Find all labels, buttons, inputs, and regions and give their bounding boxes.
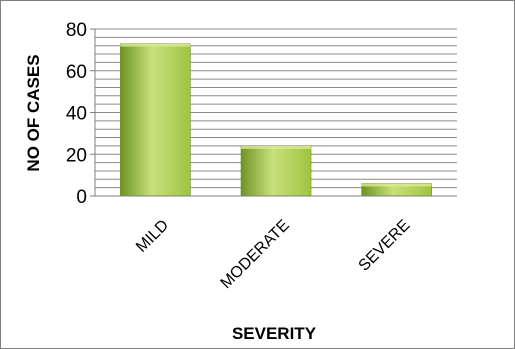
- y-tick-label: 0: [76, 187, 87, 208]
- bar-mild: [120, 43, 191, 197]
- x-axis-title: SEVERITY: [232, 324, 317, 343]
- x-tick-label: SEVERE: [356, 217, 414, 275]
- y-tick-label: 20: [66, 145, 87, 166]
- bar-top-highlight: [120, 43, 191, 47]
- y-axis-title: NO OF CASES: [24, 54, 43, 171]
- y-tick-label: 60: [66, 62, 87, 83]
- labels: 0 20 40 60 80 MILD MODERATE SEVERE: [66, 20, 414, 292]
- bars: [120, 43, 432, 197]
- y-tick-label: 80: [66, 20, 87, 41]
- axes: [90, 28, 457, 197]
- bar-moderate: [240, 145, 312, 197]
- y-tick-label: 40: [66, 104, 87, 125]
- bar-top-highlight: [241, 145, 311, 149]
- x-tick-label: MILD: [133, 217, 172, 256]
- bar-top-highlight: [361, 183, 432, 187]
- x-tick-label: MODERATE: [218, 217, 293, 292]
